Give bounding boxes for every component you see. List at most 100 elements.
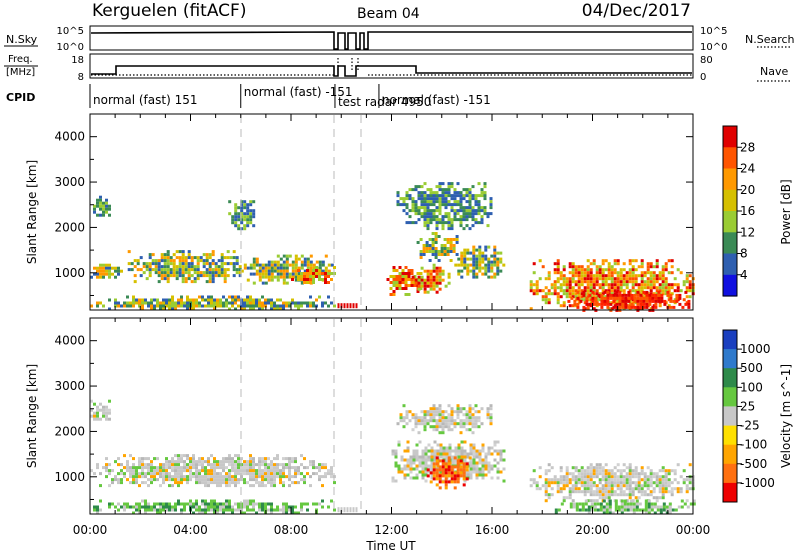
echo-cell	[303, 281, 306, 284]
echo-cell	[643, 295, 647, 299]
echo-cell	[285, 463, 288, 467]
echo-cell	[437, 250, 441, 253]
echo-cell	[649, 478, 653, 482]
echo-cell	[243, 298, 246, 302]
echo-cell	[204, 505, 207, 509]
echo-cell	[303, 475, 306, 479]
echo-cell	[432, 471, 436, 475]
echo-cell	[420, 197, 424, 201]
echo-cell	[592, 280, 596, 284]
echo-cell	[240, 304, 243, 308]
echo-cell	[441, 221, 445, 225]
echo-cell	[252, 266, 256, 270]
echo-cell	[590, 502, 594, 506]
echo-cell	[645, 296, 649, 300]
echo-cell	[453, 465, 457, 469]
echo-cell	[553, 289, 557, 293]
echo-cell	[618, 290, 622, 294]
echo-cell	[639, 302, 643, 306]
echo-cell	[96, 414, 99, 418]
echo-cell	[153, 478, 156, 482]
echo-cell	[568, 265, 572, 269]
echo-cell	[556, 484, 560, 488]
echo-cell	[315, 269, 318, 272]
echo-cell	[432, 266, 436, 270]
echo-cell	[235, 259, 239, 263]
echo-cell	[635, 502, 639, 506]
echo-cell	[592, 289, 596, 293]
echo-cell	[582, 305, 586, 309]
echo-cell	[426, 212, 430, 216]
echo-cell	[285, 254, 289, 258]
echo-cell	[123, 454, 126, 458]
echo-cell	[466, 257, 470, 261]
colorbar-tick-label: 24	[740, 162, 755, 176]
echo-cell	[294, 260, 298, 264]
echo-cell	[649, 265, 653, 269]
test-radar-cell	[349, 303, 352, 309]
echo-cell	[628, 271, 632, 275]
echo-cell	[580, 265, 584, 269]
echo-cell	[574, 265, 578, 269]
echo-cell	[120, 472, 123, 476]
echo-cell	[474, 212, 478, 216]
echo-cell	[599, 502, 603, 506]
echo-cell	[447, 182, 451, 186]
echo-cell	[270, 475, 273, 479]
echo-cell	[294, 301, 297, 305]
colorbar-block	[723, 463, 737, 484]
echo-cell	[571, 280, 575, 284]
echo-cell	[243, 469, 246, 473]
echo-cell	[651, 299, 655, 303]
echo-cell	[661, 493, 665, 497]
echo-cell	[598, 487, 602, 491]
echo-cell	[225, 478, 228, 482]
echo-cell	[177, 478, 180, 482]
echo-cell	[589, 277, 593, 281]
echo-cell	[637, 478, 641, 482]
echo-cell	[658, 271, 662, 275]
echo-cell	[621, 299, 625, 303]
echo-cell	[196, 265, 200, 269]
echo-cell	[187, 277, 191, 281]
echo-cell	[126, 502, 129, 506]
echo-cell	[282, 484, 285, 488]
echo-cell	[306, 263, 310, 267]
echo-cell	[213, 508, 216, 512]
echo-cell	[462, 212, 466, 216]
echo-cell	[462, 474, 466, 478]
echo-cell	[583, 280, 587, 284]
echo-cell	[315, 260, 319, 264]
echo-cell	[141, 457, 144, 461]
echo-cell	[478, 245, 482, 249]
echo-cell	[493, 458, 497, 462]
echo-cell	[465, 413, 469, 417]
echo-cell	[243, 460, 246, 464]
echo-cell	[602, 508, 606, 512]
echo-cell	[442, 446, 446, 450]
echo-cell	[616, 289, 620, 293]
echo-cell	[228, 295, 231, 299]
echo-cell	[556, 259, 560, 263]
echo-cell	[547, 298, 551, 302]
echo-cell	[147, 469, 150, 473]
echo-cell	[300, 304, 303, 308]
echo-cell	[585, 302, 589, 306]
echo-cell	[622, 283, 626, 287]
echo-cell	[486, 413, 490, 417]
echo-cell	[444, 212, 448, 216]
echo-cell	[628, 259, 632, 263]
echo-cell	[252, 499, 255, 503]
echo-cell	[610, 307, 614, 311]
echo-cell	[456, 416, 460, 420]
echo-cell	[463, 458, 467, 462]
echo-cell	[160, 259, 164, 263]
echo-cell	[321, 505, 324, 509]
echo-cell	[463, 455, 467, 459]
echo-cell	[90, 469, 93, 473]
echo-cell	[105, 207, 108, 211]
echo-cell	[649, 469, 653, 473]
echo-cell	[472, 461, 476, 465]
echo-cell	[640, 280, 644, 284]
echo-cell	[207, 304, 210, 308]
